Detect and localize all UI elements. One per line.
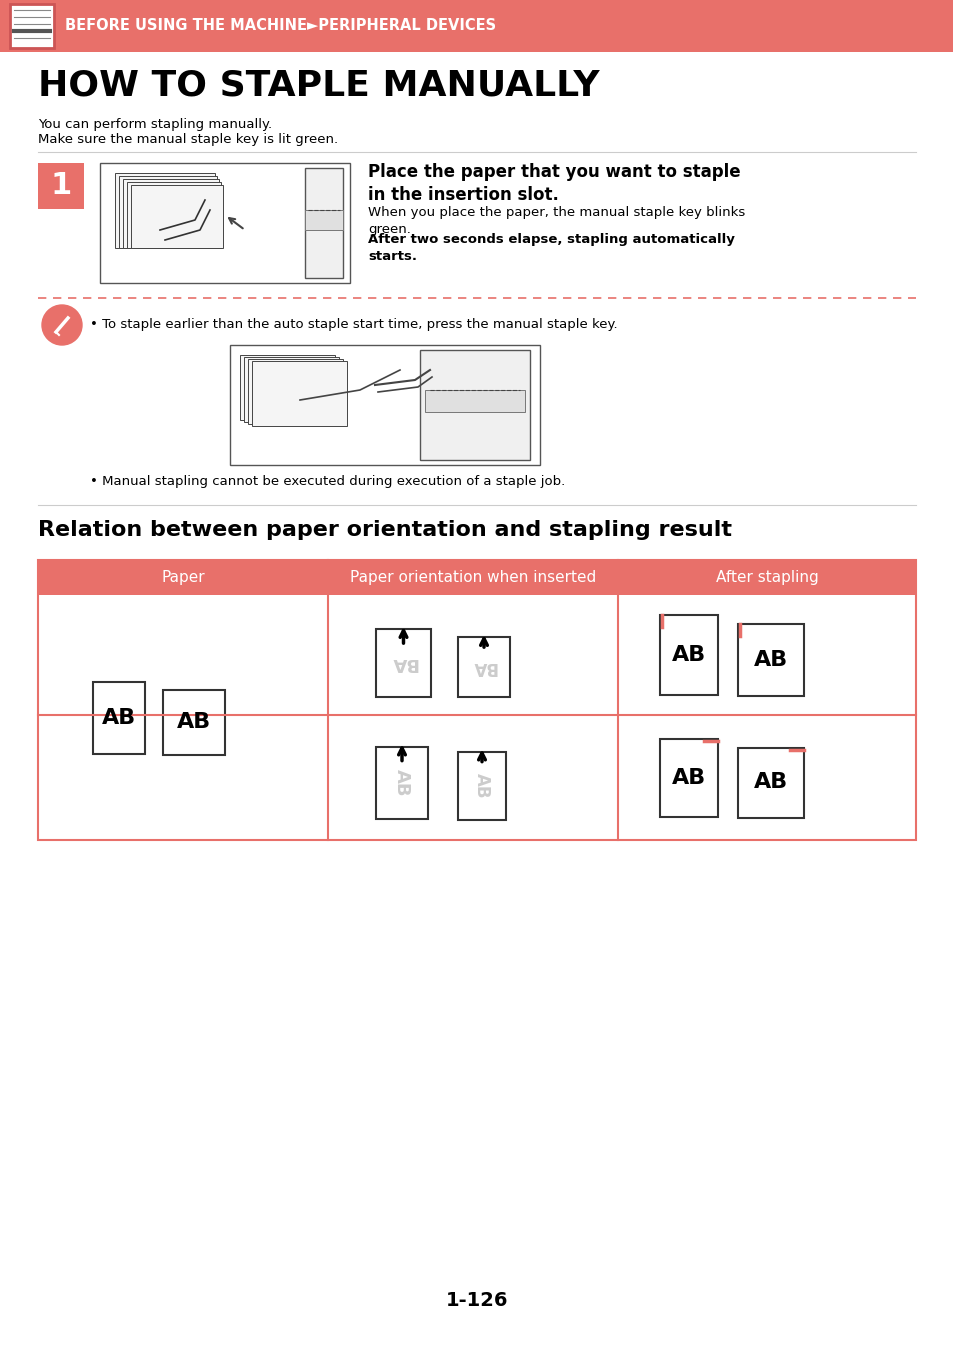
Text: BEFORE USING THE MACHINE►PERIPHERAL DEVICES: BEFORE USING THE MACHINE►PERIPHERAL DEVI…	[65, 19, 496, 34]
Bar	[305, 167, 343, 278]
Bar	[457, 637, 510, 697]
Bar	[375, 629, 431, 697]
Text: AB: AB	[473, 772, 491, 798]
Text: When you place the paper, the manual staple key blinks
green.: When you place the paper, the manual sta…	[368, 207, 744, 235]
Bar	[119, 176, 216, 248]
Text: 1-126: 1-126	[445, 1291, 508, 1310]
Bar	[419, 350, 530, 460]
Text: AB: AB	[671, 768, 705, 787]
Bar	[424, 390, 524, 412]
Bar	[659, 738, 718, 817]
Text: Relation between paper orientation and stapling result: Relation between paper orientation and s…	[38, 520, 731, 540]
Text: After two seconds elapse, stapling automatically
starts.: After two seconds elapse, stapling autom…	[368, 234, 734, 262]
Text: You can perform stapling manually.: You can perform stapling manually.	[38, 117, 272, 131]
Text: Place the paper that you want to staple
in the insertion slot.: Place the paper that you want to staple …	[368, 163, 740, 204]
Text: ΒΑ: ΒΑ	[471, 657, 497, 676]
Text: AB: AB	[102, 707, 136, 728]
Bar	[244, 356, 338, 423]
Bar	[115, 173, 214, 248]
Bar	[131, 185, 223, 248]
Text: ΒΑ: ΒΑ	[390, 653, 416, 672]
Text: Paper orientation when inserted: Paper orientation when inserted	[350, 570, 596, 585]
Bar	[0, 0, 953, 53]
Bar	[240, 355, 335, 420]
Circle shape	[42, 305, 82, 346]
Bar	[38, 560, 915, 840]
Bar	[100, 163, 350, 284]
Bar	[38, 163, 84, 209]
Bar	[123, 180, 219, 248]
Bar	[38, 560, 915, 595]
Bar	[230, 346, 539, 464]
Text: AB: AB	[753, 649, 787, 670]
Text: 1: 1	[51, 171, 71, 201]
Bar	[305, 211, 343, 230]
Bar	[738, 748, 803, 818]
Bar	[163, 690, 225, 755]
Text: • To staple earlier than the auto staple start time, press the manual staple key: • To staple earlier than the auto staple…	[90, 319, 617, 331]
Text: AB: AB	[671, 645, 705, 666]
Text: AB: AB	[753, 772, 787, 792]
Bar	[10, 4, 54, 49]
Bar	[92, 682, 145, 753]
Bar	[252, 360, 347, 427]
Text: After stapling: After stapling	[715, 570, 818, 585]
Text: Make sure the manual staple key is lit green.: Make sure the manual staple key is lit g…	[38, 134, 337, 146]
Text: AB: AB	[176, 713, 211, 733]
Bar	[127, 182, 221, 248]
Bar	[457, 752, 505, 819]
Text: AB: AB	[393, 768, 411, 796]
Text: Paper: Paper	[161, 570, 205, 585]
Bar	[659, 616, 718, 695]
Bar	[375, 747, 428, 818]
Text: HOW TO STAPLE MANUALLY: HOW TO STAPLE MANUALLY	[38, 68, 598, 103]
Bar	[248, 359, 343, 424]
Bar	[738, 624, 803, 697]
Text: • Manual stapling cannot be executed during execution of a staple job.: • Manual stapling cannot be executed dur…	[90, 475, 565, 487]
